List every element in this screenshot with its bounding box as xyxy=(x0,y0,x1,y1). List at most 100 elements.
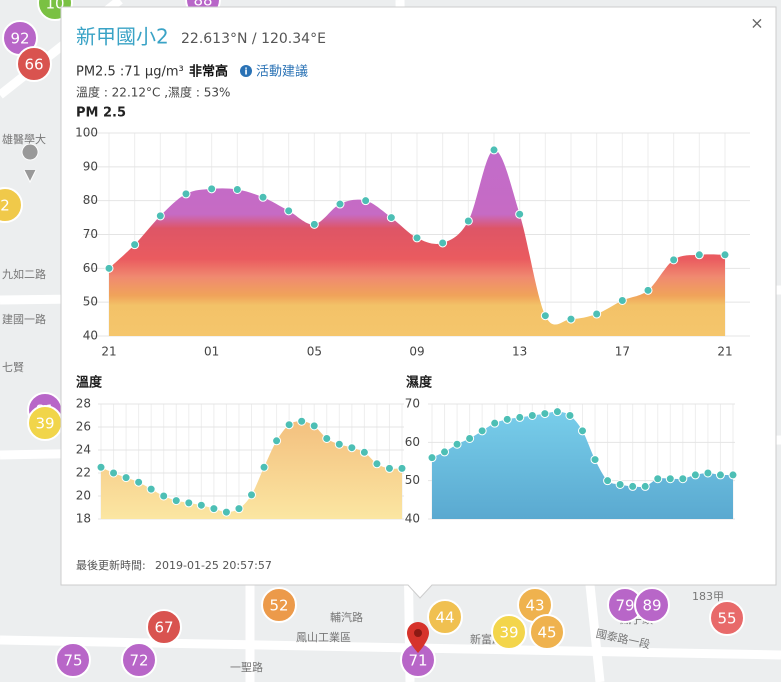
aqi-marker-label: 89 xyxy=(642,597,661,615)
data-point xyxy=(221,507,231,517)
data-point xyxy=(678,474,688,484)
data-point xyxy=(515,412,525,422)
x-tick-label: 05 xyxy=(307,345,322,359)
data-point xyxy=(552,407,562,417)
street-label: 183甲 xyxy=(692,590,724,603)
data-point xyxy=(335,199,345,209)
aqi-marker-label: 67 xyxy=(154,619,173,637)
data-point xyxy=(617,295,627,305)
data-point xyxy=(440,447,450,457)
charts: 40 50 60 70 80 90 100 21 01 05 09 13 17 21 18 20 22 24 26 2… xyxy=(75,126,750,526)
data-point xyxy=(272,436,282,446)
data-point xyxy=(490,418,500,428)
data-point xyxy=(643,285,653,295)
road xyxy=(585,584,605,682)
data-point xyxy=(309,421,319,431)
aqi-marker[interactable] xyxy=(709,600,745,636)
data-point xyxy=(155,211,165,221)
aqi-marker-label: 43 xyxy=(525,597,544,615)
aqi-marker[interactable] xyxy=(0,187,23,223)
data-point xyxy=(728,470,738,480)
aqi-marker-label: 39 xyxy=(499,624,518,642)
data-point xyxy=(181,189,191,199)
data-point xyxy=(146,484,156,494)
y-tick-label: 40 xyxy=(83,329,98,343)
aqi-marker[interactable] xyxy=(529,614,565,650)
aqi-marker-label: 92 xyxy=(10,30,29,48)
data-point xyxy=(284,420,294,430)
data-point xyxy=(258,192,268,202)
aqi-marker-label: 44 xyxy=(435,609,454,627)
data-point xyxy=(640,481,650,491)
aqi-marker[interactable] xyxy=(261,587,297,623)
street-label: 九如二路 xyxy=(2,267,46,281)
updated-label: 最後更新時間: xyxy=(76,558,146,572)
data-point xyxy=(121,473,131,483)
aqi-marker[interactable] xyxy=(634,587,670,623)
data-point xyxy=(502,414,512,424)
data-point xyxy=(690,470,700,480)
advice-link[interactable]: 活動建議 xyxy=(256,65,308,80)
y-tick-label: 20 xyxy=(76,489,91,503)
aqi-marker-label: 66 xyxy=(24,56,43,74)
popup-title: 新甲國小2 xyxy=(76,25,169,49)
data-point xyxy=(427,453,437,463)
pin-dot xyxy=(414,629,422,637)
data-point xyxy=(209,504,219,514)
data-point xyxy=(397,463,407,473)
data-point xyxy=(527,411,537,420)
data-point xyxy=(720,250,730,260)
y-tick-label: 18 xyxy=(76,512,91,526)
data-point xyxy=(463,216,473,226)
pm-reading: PM2.5 :71 μg/m³ xyxy=(76,65,184,80)
y-tick-label: 60 xyxy=(405,435,420,449)
data-point xyxy=(628,481,638,491)
data-point xyxy=(452,439,462,449)
chart-title: 溫度 xyxy=(76,375,103,391)
data-point xyxy=(653,474,663,484)
aqi-marker[interactable] xyxy=(146,609,182,645)
pm-level: 非常高 xyxy=(189,64,228,80)
aqi-marker-label: 52 xyxy=(269,597,288,615)
aqi-marker-label: 72 xyxy=(129,652,148,670)
y-tick-label: 22 xyxy=(76,466,91,480)
updated-time: 2019-01-25 20:57:57 xyxy=(155,559,272,572)
data-point xyxy=(694,250,704,260)
aqi-marker[interactable] xyxy=(55,642,91,678)
road xyxy=(0,635,781,660)
data-point xyxy=(247,490,256,500)
data-point xyxy=(540,311,550,321)
y-tick-label: 70 xyxy=(405,397,420,411)
data-point xyxy=(372,459,382,469)
y-tick-label: 100 xyxy=(75,126,98,140)
data-point xyxy=(196,500,206,510)
aqi-marker[interactable] xyxy=(16,46,52,82)
data-point xyxy=(130,240,140,250)
aqi-marker-label: 79 xyxy=(615,597,634,615)
y-tick-label: 40 xyxy=(405,512,420,526)
data-point xyxy=(489,145,499,155)
aqi-marker-label: 39 xyxy=(35,415,54,433)
y-tick-label: 90 xyxy=(83,159,98,173)
close-button[interactable]: × xyxy=(750,14,763,33)
aqi-marker[interactable] xyxy=(491,614,527,650)
data-point xyxy=(590,455,600,465)
x-tick-label: 01 xyxy=(204,345,219,359)
data-point xyxy=(96,462,106,472)
data-point xyxy=(477,426,487,436)
street-label: 建國一路 xyxy=(2,312,46,326)
aqi-marker[interactable] xyxy=(121,642,157,678)
data-point xyxy=(578,426,587,436)
data-point xyxy=(603,476,613,486)
area xyxy=(101,421,402,519)
y-tick-label: 50 xyxy=(405,473,420,487)
aqi-marker-label: 10 xyxy=(45,0,64,13)
aqi-marker[interactable] xyxy=(427,599,463,635)
chart-title: 濕度 xyxy=(406,375,433,391)
info-icon[interactable] xyxy=(240,65,252,77)
data-point xyxy=(297,416,307,426)
data-point xyxy=(207,184,217,194)
location-pin xyxy=(407,622,429,653)
street-label: 一聖路 xyxy=(230,661,263,674)
